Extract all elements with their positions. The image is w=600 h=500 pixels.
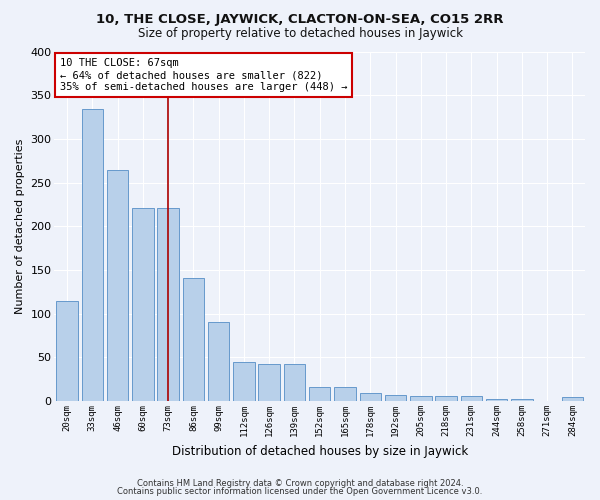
X-axis label: Distribution of detached houses by size in Jaywick: Distribution of detached houses by size … — [172, 444, 468, 458]
Bar — [284, 364, 305, 401]
Bar — [461, 396, 482, 401]
Bar — [486, 398, 508, 401]
Text: Size of property relative to detached houses in Jaywick: Size of property relative to detached ho… — [137, 28, 463, 40]
Text: Contains public sector information licensed under the Open Government Licence v3: Contains public sector information licen… — [118, 488, 482, 496]
Text: 10, THE CLOSE, JAYWICK, CLACTON-ON-SEA, CO15 2RR: 10, THE CLOSE, JAYWICK, CLACTON-ON-SEA, … — [96, 12, 504, 26]
Y-axis label: Number of detached properties: Number of detached properties — [15, 138, 25, 314]
Bar — [82, 109, 103, 401]
Bar — [385, 395, 406, 401]
Bar — [359, 394, 381, 401]
Bar — [182, 278, 204, 401]
Bar — [309, 387, 331, 401]
Bar — [233, 362, 254, 401]
Text: 10 THE CLOSE: 67sqm
← 64% of detached houses are smaller (822)
35% of semi-detac: 10 THE CLOSE: 67sqm ← 64% of detached ho… — [60, 58, 347, 92]
Bar — [562, 397, 583, 401]
Bar — [132, 208, 154, 401]
Bar — [259, 364, 280, 401]
Bar — [107, 170, 128, 401]
Text: Contains HM Land Registry data © Crown copyright and database right 2024.: Contains HM Land Registry data © Crown c… — [137, 478, 463, 488]
Bar — [410, 396, 431, 401]
Bar — [208, 322, 229, 401]
Bar — [56, 302, 78, 401]
Bar — [436, 396, 457, 401]
Bar — [511, 398, 533, 401]
Bar — [157, 208, 179, 401]
Bar — [334, 387, 356, 401]
